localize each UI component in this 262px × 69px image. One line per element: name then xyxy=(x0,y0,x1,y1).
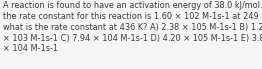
Text: A reaction is found to have an activation energy of 38.0 kJ/mol. If
the rate con: A reaction is found to have an activatio… xyxy=(3,1,262,53)
